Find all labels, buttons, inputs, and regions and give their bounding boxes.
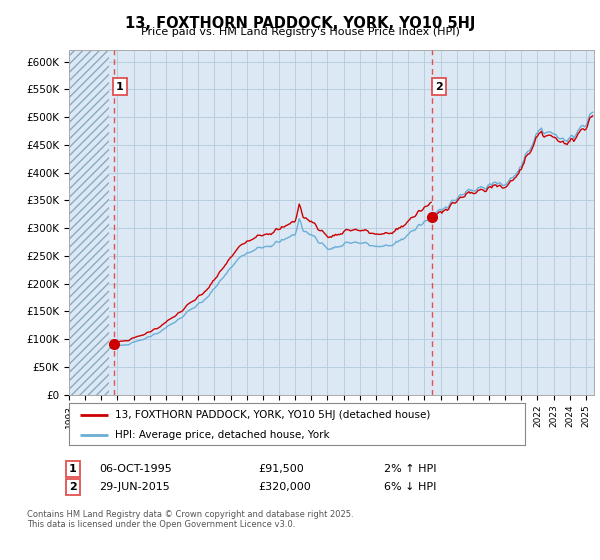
Text: 2% ↑ HPI: 2% ↑ HPI — [384, 464, 437, 474]
Bar — [69, 50, 109, 395]
Text: £320,000: £320,000 — [258, 482, 311, 492]
Text: 29-JUN-2015: 29-JUN-2015 — [99, 482, 170, 492]
Text: 1: 1 — [116, 82, 124, 92]
Text: 1: 1 — [69, 464, 77, 474]
Text: 2: 2 — [69, 482, 77, 492]
Text: 6% ↓ HPI: 6% ↓ HPI — [384, 482, 436, 492]
Text: HPI: Average price, detached house, York: HPI: Average price, detached house, York — [115, 430, 329, 440]
Text: £91,500: £91,500 — [258, 464, 304, 474]
Text: 2: 2 — [435, 82, 442, 92]
Text: 13, FOXTHORN PADDOCK, YORK, YO10 5HJ: 13, FOXTHORN PADDOCK, YORK, YO10 5HJ — [125, 16, 475, 31]
Text: Contains HM Land Registry data © Crown copyright and database right 2025.
This d: Contains HM Land Registry data © Crown c… — [27, 510, 353, 529]
Text: Price paid vs. HM Land Registry's House Price Index (HPI): Price paid vs. HM Land Registry's House … — [140, 27, 460, 37]
Text: 13, FOXTHORN PADDOCK, YORK, YO10 5HJ (detached house): 13, FOXTHORN PADDOCK, YORK, YO10 5HJ (de… — [115, 410, 430, 420]
Text: 06-OCT-1995: 06-OCT-1995 — [99, 464, 172, 474]
